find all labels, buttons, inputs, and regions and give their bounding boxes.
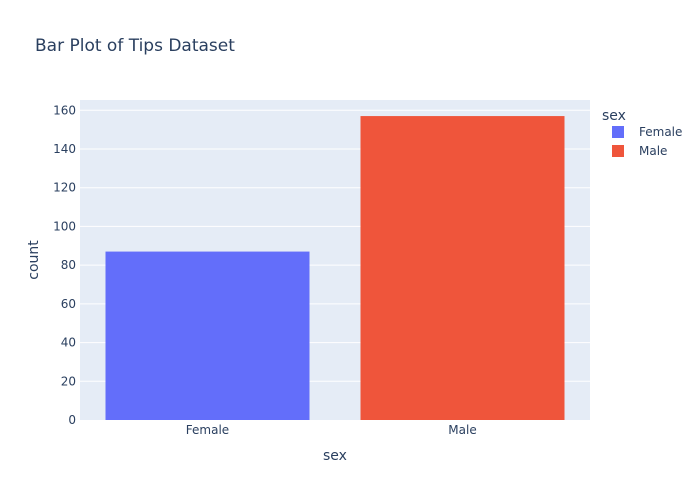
y-tick-label: 160 [53,103,76,117]
y-tick-label: 120 [53,181,76,195]
y-tick-labels: 0 20 40 60 80 100 120 140 160 [53,103,76,427]
legend-label-male[interactable]: Male [639,144,667,158]
bar-female [105,251,310,420]
legend-swatch-female[interactable] [612,126,624,138]
y-tick-label: 60 [61,297,76,311]
y-axis-title: count [26,240,42,280]
bars [105,116,565,421]
x-tick-label: Female [186,423,229,437]
y-tick-label: 80 [61,258,76,272]
x-tick-label: Male [448,423,476,437]
legend-swatch-male[interactable] [612,145,624,157]
legend: sex Female Male [602,108,682,158]
y-tick-label: 40 [61,336,76,350]
y-tick-label: 140 [53,142,76,156]
y-tick-label: 0 [68,413,76,427]
chart-title: Bar Plot of Tips Dataset [35,36,235,56]
legend-label-female[interactable]: Female [639,125,682,139]
x-axis-title: sex [323,448,347,464]
legend-title: sex [602,108,626,124]
y-tick-label: 100 [53,219,76,233]
y-tick-label: 20 [61,374,76,388]
bar-male [360,116,565,421]
x-tick-labels: Female Male [186,423,477,437]
